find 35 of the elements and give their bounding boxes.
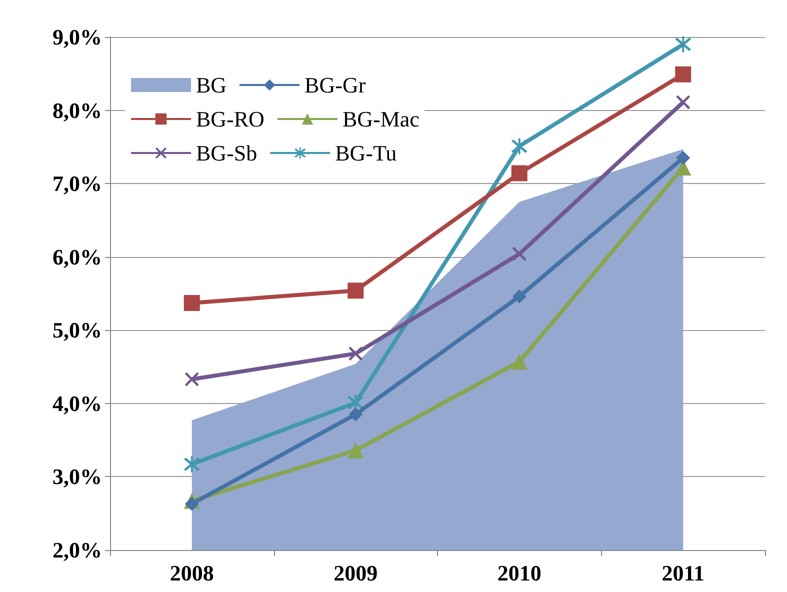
point	[184, 496, 199, 511]
legend-label: BG-Gr	[304, 72, 366, 98]
x-tick-label: 2011	[662, 560, 705, 586]
point	[675, 66, 692, 82]
y-tick-label: 9,0%	[52, 24, 102, 50]
point	[184, 372, 199, 386]
point	[511, 354, 528, 370]
point	[348, 346, 363, 361]
legend-label: BG-Sb	[196, 140, 258, 166]
point	[676, 95, 690, 110]
legend-label: BG	[196, 72, 227, 98]
point	[676, 150, 690, 165]
y-tick-label: 8,0%	[52, 98, 102, 123]
point	[348, 407, 363, 422]
legend-label: BG-Tu	[335, 140, 397, 166]
x-tick-label: 2008	[170, 560, 214, 586]
y-tick-label: 3,0%	[52, 464, 102, 490]
point	[348, 442, 364, 458]
y-tick-label: 6,0%	[52, 244, 102, 270]
y-tick-label: 7,0%	[52, 171, 102, 196]
y-tick-label: 4,0%	[52, 390, 102, 416]
point	[512, 246, 526, 261]
point	[511, 138, 528, 154]
point	[348, 282, 364, 299]
legend-label: BG-RO	[196, 106, 264, 132]
y-tick-label: 2,0%	[52, 538, 102, 562]
point	[675, 36, 692, 52]
point	[184, 295, 200, 312]
point	[512, 289, 526, 304]
point	[511, 165, 528, 182]
point	[184, 456, 200, 472]
y-tick-label: 5,0%	[52, 318, 102, 343]
x-tick-label: 2009	[334, 560, 378, 586]
x-tick-label: 2010	[497, 560, 542, 586]
legend-label: BG-Mac	[342, 106, 420, 132]
